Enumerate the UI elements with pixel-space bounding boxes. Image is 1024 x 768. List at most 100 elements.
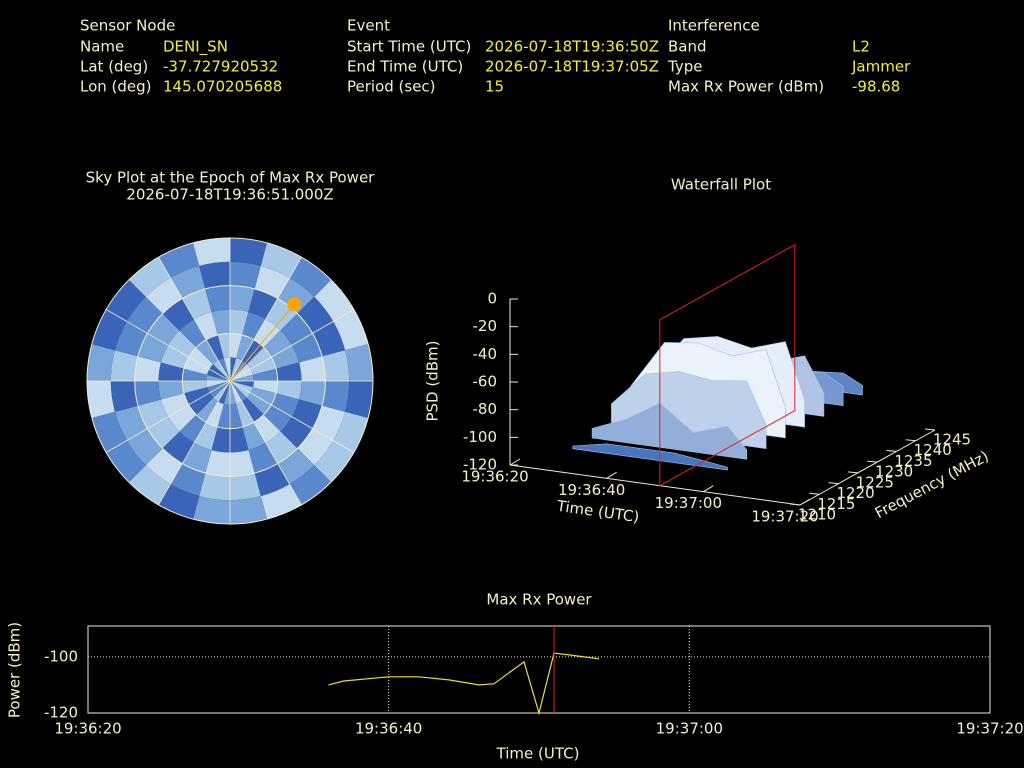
field-value: 2026-07-18T19:37:05Z xyxy=(485,58,659,76)
sky-cell xyxy=(253,319,281,348)
sky-cell xyxy=(230,381,251,398)
x-tick-label: 19:37:00 xyxy=(655,494,722,512)
sky-cell xyxy=(137,333,169,363)
sky-cell xyxy=(147,416,180,449)
axis-label: PSD (dBm) xyxy=(424,340,442,421)
jammer-direction xyxy=(229,303,295,382)
sky-cell xyxy=(158,484,200,520)
y-tick-label: 1240 xyxy=(914,441,952,459)
sky-cell xyxy=(248,442,278,474)
sky-cell xyxy=(230,357,237,381)
sky-cell xyxy=(250,357,276,375)
sky-cell xyxy=(134,381,161,406)
sky-cell xyxy=(299,381,326,406)
sky-cell xyxy=(206,381,230,388)
sky-cell xyxy=(182,368,207,381)
sky-cell xyxy=(126,296,163,334)
y-tick-label: 1225 xyxy=(856,473,894,491)
sky-cell xyxy=(213,381,230,402)
sky-cell xyxy=(230,496,267,524)
sky-cell xyxy=(236,401,254,427)
sky-cell xyxy=(291,333,323,363)
sky-cell xyxy=(211,427,230,453)
sky-cell xyxy=(242,311,266,340)
sky-cell xyxy=(193,496,230,524)
y-tick xyxy=(905,439,916,442)
sky-cell xyxy=(263,330,292,358)
y-tick xyxy=(809,492,820,495)
y-tick-label: 1245 xyxy=(933,431,971,449)
z-tick-label: -100 xyxy=(463,428,497,446)
sky-cell xyxy=(106,279,146,322)
sky-cell xyxy=(209,364,230,381)
sky-cell xyxy=(230,404,243,429)
psd-slice xyxy=(591,402,748,460)
x-tick-label: 19:37:20 xyxy=(956,720,1023,738)
sky-cell xyxy=(179,319,207,348)
x-tick xyxy=(509,458,521,466)
sky-cell xyxy=(170,463,206,497)
sky-cell xyxy=(280,313,313,346)
sky-cell xyxy=(182,288,212,320)
sky-cell xyxy=(209,381,230,398)
sky-cell xyxy=(230,381,254,388)
header-title: Interference xyxy=(668,17,760,35)
sky-cell xyxy=(110,381,138,412)
sky-cell xyxy=(184,357,210,375)
sky-cell xyxy=(265,431,298,464)
sky-cell xyxy=(160,393,189,417)
z-tick-label: 0 xyxy=(487,290,497,308)
sky-cell xyxy=(160,345,189,369)
sky-cell xyxy=(158,381,184,400)
sky-cell xyxy=(134,356,161,381)
power-line xyxy=(328,652,600,716)
header-title: Sensor Node xyxy=(80,17,175,35)
sky-cell xyxy=(246,392,272,415)
sky-cell xyxy=(145,277,183,314)
sky-cell xyxy=(314,279,354,322)
sky-cell xyxy=(265,298,298,331)
x-axis xyxy=(509,464,801,506)
sky-cell xyxy=(333,411,369,453)
y-tick xyxy=(789,503,801,506)
sky-cell xyxy=(230,285,255,312)
sky-cell xyxy=(91,309,127,351)
sky-cell xyxy=(250,387,276,405)
header-title: Event xyxy=(347,17,390,35)
sky-cell xyxy=(254,463,290,497)
sky-cell xyxy=(333,309,369,351)
sky-cell xyxy=(114,321,148,357)
axis-label: Time (UTC) xyxy=(496,745,580,763)
field-value: 145.070205688 xyxy=(163,78,282,96)
y-tick xyxy=(924,428,936,431)
sky-cell xyxy=(188,347,214,370)
sky-cell xyxy=(277,277,315,314)
sky-cell xyxy=(158,242,200,278)
sky-cell xyxy=(217,404,230,429)
z-tick-label: -120 xyxy=(463,456,497,474)
sky-cell xyxy=(168,404,197,432)
sky-cell xyxy=(253,368,278,381)
sky-cell xyxy=(322,381,350,412)
sky-cell xyxy=(179,414,207,443)
sky-cell xyxy=(162,431,195,464)
sky-cell xyxy=(230,427,249,453)
field-value: L2 xyxy=(852,38,870,56)
sky-cell xyxy=(276,381,302,400)
y-tick xyxy=(867,460,878,463)
sky-cell xyxy=(110,350,138,381)
y-tick-label: 1220 xyxy=(836,484,874,502)
y-tick-label: -120 xyxy=(44,704,78,722)
sky-cell xyxy=(277,448,315,485)
sky-cell xyxy=(128,465,171,505)
sky-cell xyxy=(182,442,212,474)
sky-cell xyxy=(211,309,230,335)
sky-cell xyxy=(263,404,292,432)
sky-cell xyxy=(312,405,346,441)
sky-cell xyxy=(297,428,334,466)
field-label: Max Rx Power (dBm) xyxy=(668,78,824,96)
sky-cell xyxy=(253,414,281,443)
sky-cell xyxy=(253,381,278,394)
field-label: End Time (UTC) xyxy=(347,58,463,76)
sky-cell xyxy=(271,393,300,417)
